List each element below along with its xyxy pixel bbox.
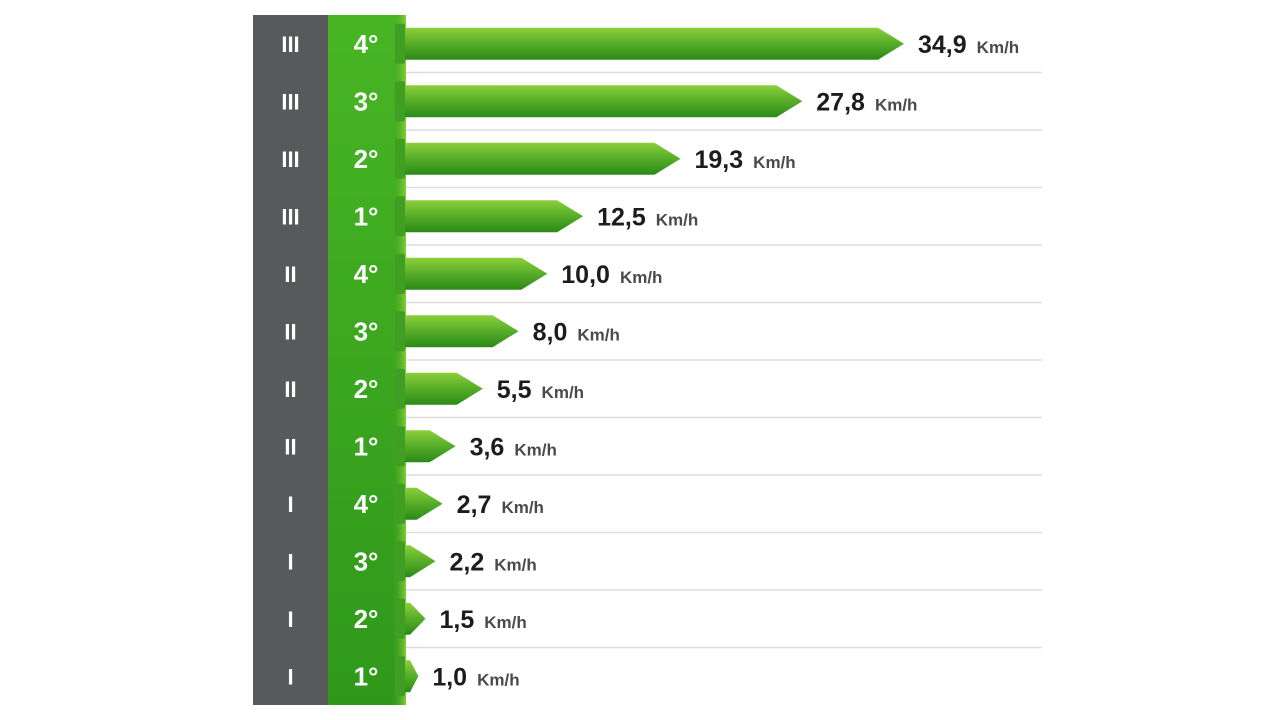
unit-label: Km/h xyxy=(753,153,796,172)
bar-tab xyxy=(395,81,405,122)
bar-tab xyxy=(395,426,405,467)
unit-label: Km/h xyxy=(494,555,537,574)
range-label: I xyxy=(287,492,293,517)
range-label: I xyxy=(287,549,293,574)
bar-tab xyxy=(395,483,405,524)
gear-label: 3° xyxy=(354,546,379,576)
unit-label: Km/h xyxy=(620,268,663,287)
unit-label: Km/h xyxy=(656,210,699,229)
value-label: 1,5 xyxy=(439,606,474,634)
unit-label: Km/h xyxy=(501,498,544,517)
bar xyxy=(396,545,436,578)
bar-tab xyxy=(395,138,405,179)
gear-column-highlight xyxy=(392,15,406,705)
unit-label: Km/h xyxy=(484,613,527,632)
unit-label: Km/h xyxy=(977,38,1020,57)
range-label: II xyxy=(284,262,296,287)
bar xyxy=(396,315,519,348)
gear-label: 4° xyxy=(354,29,379,59)
value-label: 10,0 xyxy=(561,261,610,289)
value-label: 34,9 xyxy=(918,31,967,59)
value-label: 5,5 xyxy=(497,376,532,404)
range-label: I xyxy=(287,664,293,689)
unit-label: Km/h xyxy=(477,670,520,689)
bar-tab xyxy=(395,196,405,237)
bar-tab xyxy=(395,368,405,409)
bar xyxy=(396,142,681,175)
bar-tab xyxy=(395,311,405,352)
range-label: II xyxy=(284,319,296,344)
range-label: III xyxy=(281,32,299,57)
unit-label: Km/h xyxy=(875,95,918,114)
range-label: II xyxy=(284,434,296,459)
bar-tab xyxy=(395,598,405,639)
unit-label: Km/h xyxy=(514,440,557,459)
bar-tab xyxy=(395,23,405,64)
bar xyxy=(396,27,904,60)
bar xyxy=(396,257,548,290)
range-column xyxy=(253,15,328,705)
gear-label: 4° xyxy=(354,489,379,519)
gear-label: 4° xyxy=(354,259,379,289)
bar-tab xyxy=(395,253,405,294)
bar xyxy=(396,487,443,520)
gear-label: 1° xyxy=(354,661,379,691)
gear-label: 1° xyxy=(354,431,379,461)
gear-label: 2° xyxy=(354,604,379,634)
bar xyxy=(396,430,456,463)
range-label: II xyxy=(284,377,296,402)
value-label: 1,0 xyxy=(432,663,467,691)
value-label: 2,2 xyxy=(450,548,485,576)
bar-tab xyxy=(395,541,405,582)
value-label: 2,7 xyxy=(457,491,492,519)
bar-tab xyxy=(395,656,405,697)
gear-label: 2° xyxy=(354,144,379,174)
gear-label: 2° xyxy=(354,374,379,404)
value-label: 12,5 xyxy=(597,203,646,231)
range-label: I xyxy=(287,607,293,632)
range-label: III xyxy=(281,89,299,114)
range-label: III xyxy=(281,204,299,229)
unit-label: Km/h xyxy=(542,383,585,402)
value-label: 27,8 xyxy=(816,88,865,116)
bar xyxy=(396,200,584,233)
value-label: 19,3 xyxy=(695,146,744,174)
value-label: 3,6 xyxy=(470,433,505,461)
gear-label: 3° xyxy=(354,316,379,346)
bar xyxy=(396,372,483,405)
gear-label: 3° xyxy=(354,86,379,116)
bar xyxy=(396,85,803,118)
gear-label: 1° xyxy=(354,201,379,231)
unit-label: Km/h xyxy=(577,325,620,344)
range-label: III xyxy=(281,147,299,172)
value-label: 8,0 xyxy=(533,318,568,346)
